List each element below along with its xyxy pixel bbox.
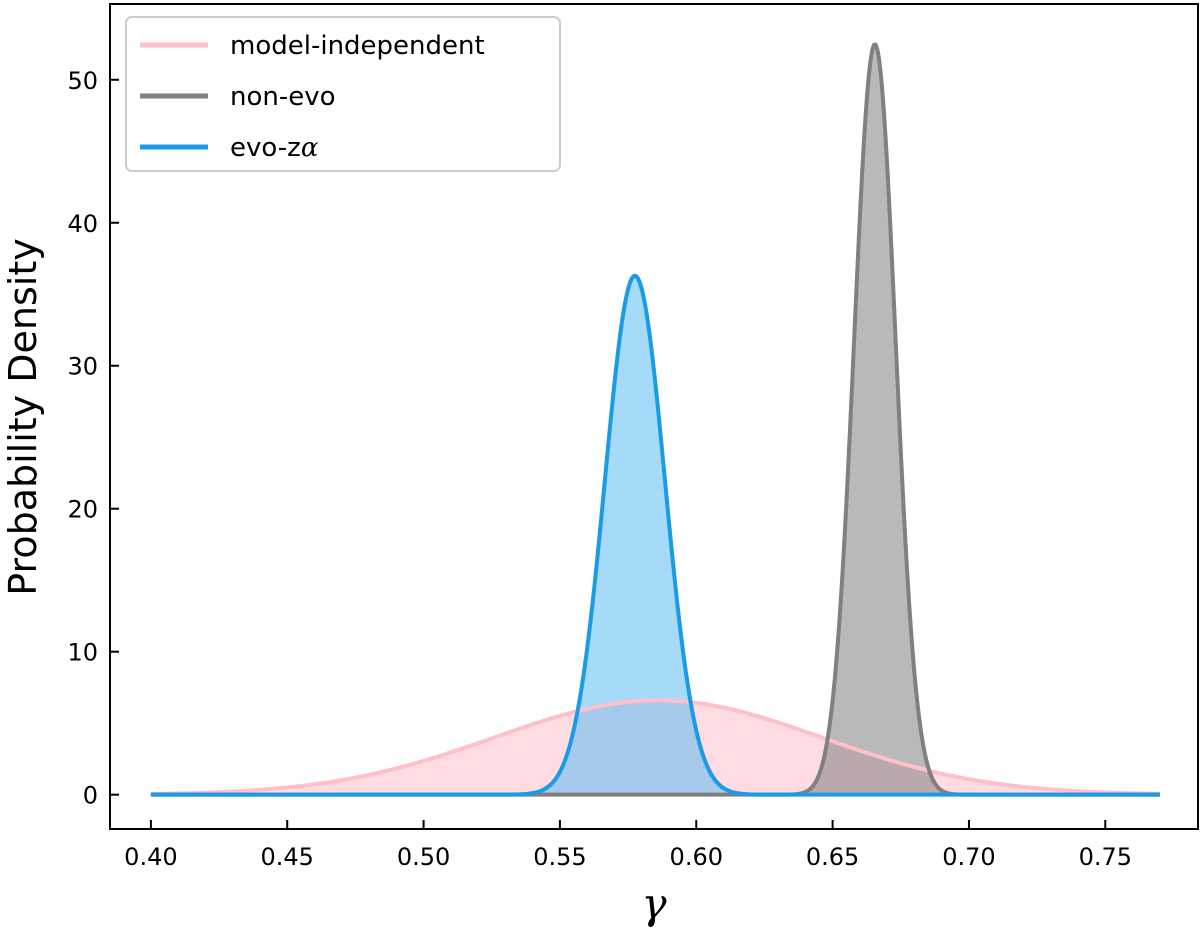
y-tick-label: 20 bbox=[67, 496, 98, 524]
x-tick-label: 0.55 bbox=[533, 843, 586, 871]
legend-label-evo-z-alpha-main: evo-z bbox=[230, 133, 301, 163]
legend-box bbox=[125, 16, 561, 172]
y-tick-label: 10 bbox=[67, 639, 98, 667]
x-tick-label: 0.50 bbox=[397, 843, 450, 871]
x-axis-label: γ bbox=[641, 879, 667, 928]
legend-label-model-independent: model-independent bbox=[230, 31, 485, 61]
y-tick-label: 40 bbox=[67, 210, 98, 238]
legend-label-evo-z-alpha: evo-zα bbox=[230, 133, 319, 163]
x-tick-label: 0.45 bbox=[261, 843, 314, 871]
y-tick-label: 50 bbox=[67, 67, 98, 95]
x-tick-label: 0.70 bbox=[942, 843, 995, 871]
series-line-evo-zalpha bbox=[150, 273, 1161, 797]
plot-frame bbox=[109, 3, 1199, 830]
series-line-model-independent bbox=[150, 698, 1161, 796]
legend-label-non-evo: non-evo bbox=[230, 82, 336, 112]
ticks-layer: 0.40 0.45 0.50 0.55 0.60 0.65 0.70 0.75 0 10 20 30 4… bbox=[67, 67, 1132, 871]
x-tick-label: 0.40 bbox=[124, 843, 177, 871]
x-tick-label: 0.65 bbox=[806, 843, 859, 871]
x-tick-label: 0.60 bbox=[670, 843, 723, 871]
x-tick-label: 0.75 bbox=[1079, 843, 1132, 871]
y-axis-label: Probability Density bbox=[1, 238, 45, 595]
series-fill-evo-zalpha bbox=[150, 275, 1160, 795]
legend-label-evo-z-alpha-symbol: α bbox=[301, 133, 319, 163]
legend: model-independent non-evo evo-zα bbox=[125, 16, 561, 172]
y-tick-label: 30 bbox=[67, 353, 98, 381]
series-layer bbox=[150, 42, 1161, 797]
y-tick-label: 0 bbox=[83, 782, 98, 810]
